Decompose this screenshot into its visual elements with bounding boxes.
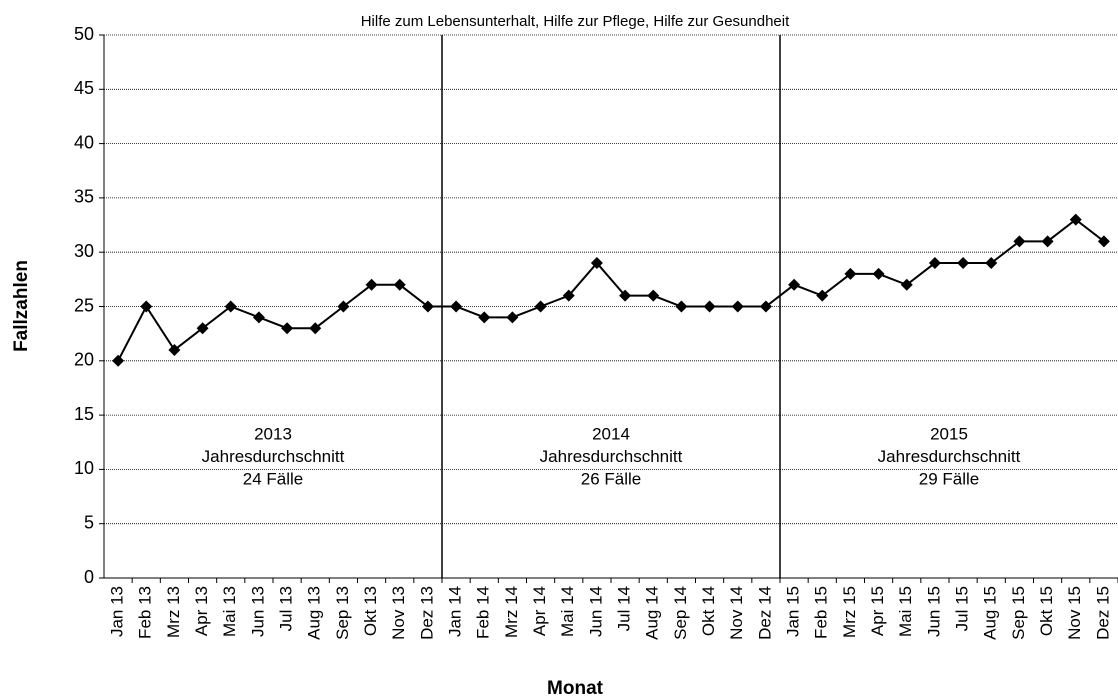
marker (224, 300, 237, 313)
annotation: 2013 (254, 424, 292, 443)
annotation: 29 Fälle (919, 469, 979, 488)
marker (703, 300, 716, 313)
x-tick-label: Jun 15 (924, 586, 943, 637)
line (117, 218, 1105, 362)
x-tick-label: Jan 13 (108, 586, 127, 637)
marker (788, 278, 801, 291)
x-tick-label: Apr 14 (530, 586, 549, 636)
x-tick-label: Aug 15 (981, 586, 1000, 640)
annotation: 2014 (592, 424, 630, 443)
marker (365, 278, 378, 291)
x-tick-label: Jul 15 (953, 586, 972, 631)
y-tick-label: 50 (74, 24, 94, 44)
marker (816, 289, 829, 302)
x-tick-label: Jan 15 (784, 586, 803, 637)
x-tick-label: Apr 15 (868, 586, 887, 636)
x-tick-label: Feb 15 (812, 586, 831, 639)
x-tick-label: Dez 15 (1093, 586, 1112, 640)
marker (759, 300, 772, 313)
marker (1097, 235, 1110, 248)
marker (337, 300, 350, 313)
x-axis-label: Monat (547, 678, 604, 699)
y-tick-label: 30 (74, 241, 94, 261)
y-tick-label: 45 (74, 78, 94, 98)
x-tick-label: Okt 14 (699, 586, 718, 636)
y-tick-label: 40 (74, 132, 94, 152)
x-tick-label: Nov 13 (389, 586, 408, 640)
x-tick-label: Sep 13 (333, 586, 352, 640)
x-tick-label: Okt 15 (1037, 586, 1056, 636)
annotation: 26 Fälle (581, 469, 641, 488)
x-tick-label: Mai 15 (896, 586, 915, 637)
x-tick-label: Feb 13 (136, 586, 155, 639)
x-tick-label: Jul 13 (277, 586, 296, 631)
marker (647, 289, 660, 302)
marker (393, 278, 406, 291)
x-tick-label: Okt 13 (361, 586, 380, 636)
y-tick-label: 15 (74, 404, 94, 424)
marker (900, 278, 913, 291)
x-tick-label: Dez 13 (417, 586, 436, 640)
marker (1041, 235, 1054, 248)
marker (421, 300, 434, 313)
marker (590, 257, 603, 270)
x-tick-label: Mrz 15 (840, 586, 859, 638)
marker (281, 322, 294, 335)
x-tick-label: Sep 15 (1009, 586, 1028, 640)
marker (309, 322, 322, 335)
x-tick-label: Mai 13 (220, 586, 239, 637)
x-tick-label: Nov 15 (1065, 586, 1084, 640)
x-tick-label: Jan 14 (446, 586, 465, 637)
marker (140, 300, 153, 313)
marker (985, 257, 998, 270)
y-tick-label: 0 (84, 567, 94, 587)
y-tick-label: 10 (74, 458, 94, 478)
annotation: Jahresdurchschnitt (202, 447, 345, 466)
y-tick-label: 5 (84, 512, 94, 532)
y-tick-label: 20 (74, 350, 94, 370)
marker (478, 311, 491, 324)
marker (506, 311, 519, 324)
x-tick-label: Feb 14 (474, 586, 493, 639)
y-tick-label: 35 (74, 187, 94, 207)
x-tick-label: Aug 14 (643, 586, 662, 640)
marker (619, 289, 632, 302)
marker (675, 300, 688, 313)
chart-title: Hilfe zum Lebensunterhalt, Hilfe zur Pfl… (361, 13, 790, 30)
annotation: 24 Fälle (243, 469, 303, 488)
x-tick-label: Jul 14 (615, 586, 634, 631)
x-tick-label: Mrz 13 (164, 586, 183, 638)
x-tick-label: Sep 14 (671, 586, 690, 640)
marker (844, 267, 857, 280)
x-tick-label: Jun 13 (248, 586, 267, 637)
marker (196, 322, 209, 335)
marker (252, 311, 265, 324)
annotation: Jahresdurchschnitt (540, 447, 683, 466)
marker (450, 300, 463, 313)
x-tick-label: Dez 14 (755, 586, 774, 640)
marker (562, 289, 575, 302)
marker (957, 257, 970, 270)
y-tick-label: 25 (74, 295, 94, 315)
marker (1013, 235, 1026, 248)
x-tick-label: Nov 14 (727, 586, 746, 640)
marker (928, 257, 941, 270)
x-tick-label: Apr 13 (192, 586, 211, 636)
marker (168, 343, 181, 356)
marker (534, 300, 547, 313)
marker (872, 267, 885, 280)
marker (1069, 213, 1082, 226)
annotation: 2015 (930, 424, 968, 443)
y-axis-label: Fallzahlen (11, 260, 32, 352)
marker (112, 354, 125, 367)
marker (731, 300, 744, 313)
x-tick-label: Mai 14 (558, 586, 577, 637)
x-tick-label: Mrz 14 (502, 586, 521, 638)
x-tick-label: Aug 13 (305, 586, 324, 640)
x-tick-label: Jun 14 (586, 586, 605, 637)
annotation: Jahresdurchschnitt (878, 447, 1021, 466)
